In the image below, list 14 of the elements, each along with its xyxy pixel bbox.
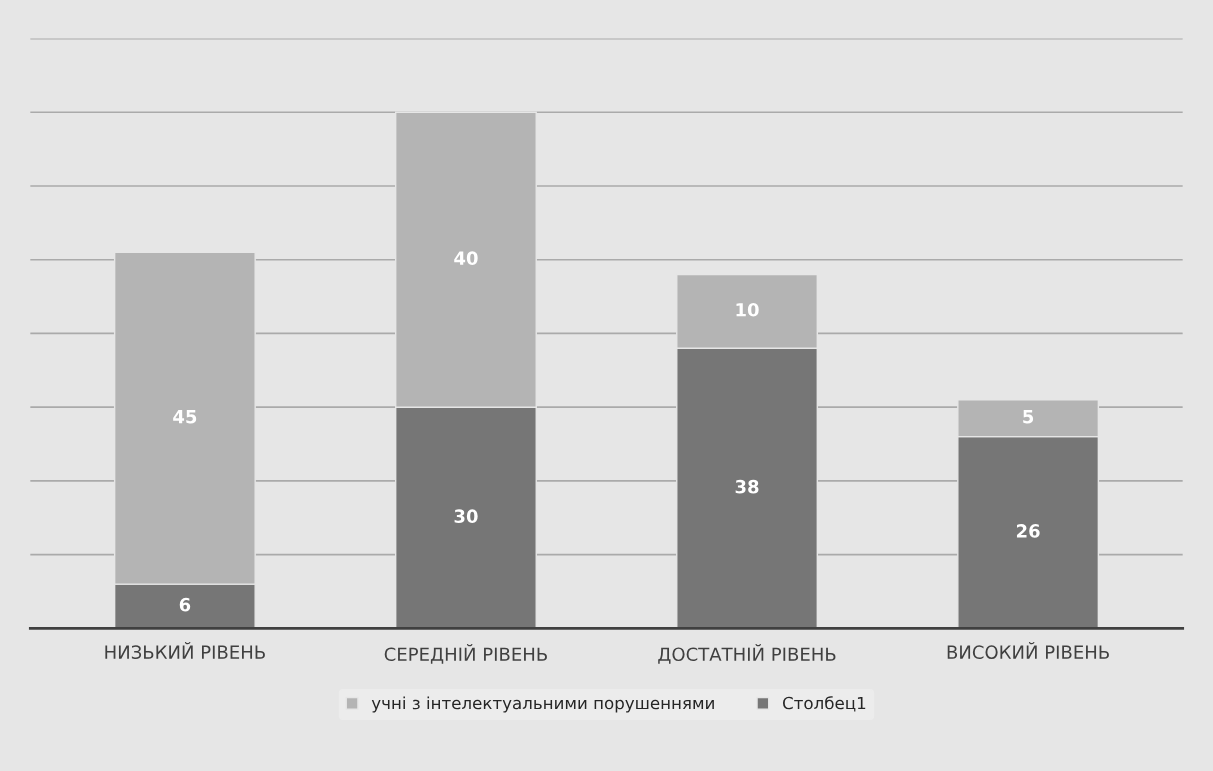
legend-label: Столбец1 (782, 696, 866, 712)
x-tick-label: СЕРЕДНІЙ РІВЕНЬ (384, 644, 547, 664)
x-tick-label: НИЗЬКИЙ РІВЕНЬ (105, 642, 265, 660)
data-label: 38 (735, 479, 759, 494)
data-label: 40 (454, 251, 478, 265)
data-label: 45 (173, 410, 197, 424)
data-label: 30 (454, 509, 478, 524)
legend-label: учні з інтелектуальними порушеннями (371, 696, 714, 713)
data-label: 5 (1023, 410, 1034, 424)
data-label: 6 (179, 597, 191, 612)
data-label: 26 (1016, 524, 1040, 538)
x-tick-label: ДОСТАТНІЙ РІВЕНЬ (658, 644, 836, 664)
x-tick-label: ВИСОКИЙ РІВЕНЬ (947, 642, 1109, 660)
data-label: 10 (736, 302, 759, 317)
